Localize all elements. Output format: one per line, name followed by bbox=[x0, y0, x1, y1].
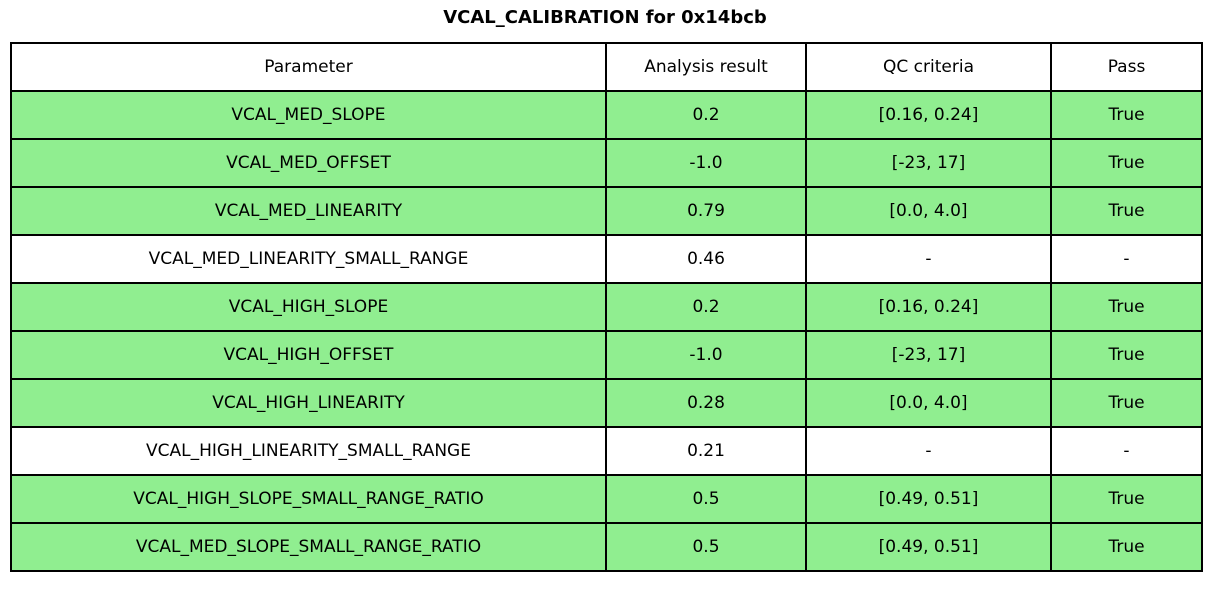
pass-cell: True bbox=[1050, 522, 1203, 572]
pass-cell: True bbox=[1050, 138, 1203, 188]
result-cell: 0.2 bbox=[605, 282, 807, 332]
pass-cell: True bbox=[1050, 330, 1203, 380]
result-cell: -1.0 bbox=[605, 138, 807, 188]
header-row: Parameter Analysis result QC criteria Pass bbox=[10, 42, 1203, 92]
pass-cell: - bbox=[1050, 426, 1203, 476]
criteria-cell: [0.0, 4.0] bbox=[805, 378, 1052, 428]
table-row: VCAL_HIGH_LINEARITY_SMALL_RANGE 0.21- - bbox=[10, 426, 1203, 476]
figure-title: VCAL_CALIBRATION for 0x14bcb bbox=[443, 7, 767, 28]
pass-cell: True bbox=[1050, 474, 1203, 524]
table-row: VCAL_MED_LINEARITY 0.79 [0.0, 4.0] True bbox=[10, 186, 1203, 236]
result-cell: 0.28 bbox=[605, 378, 807, 428]
table-row: VCAL_HIGH_SLOPE 0.2 [0.16, 0.24] True bbox=[10, 282, 1203, 332]
result-cell: 0.46 bbox=[605, 234, 807, 284]
header-parameter: Parameter bbox=[10, 42, 607, 92]
table-row: VCAL_HIGH_OFFSET -1.0 [-23, 17] True bbox=[10, 330, 1203, 380]
criteria-cell: [0.49, 0.51] bbox=[805, 474, 1052, 524]
param-cell: VCAL_HIGH_LINEARITY_SMALL_RANGE bbox=[10, 426, 607, 476]
param-cell: VCAL_MED_SLOPE bbox=[10, 90, 607, 140]
table-row: VCAL_MED_LINEARITY_SMALL_RANGE 0.46- - bbox=[10, 234, 1203, 284]
param-cell: VCAL_HIGH_SLOPE_SMALL_RANGE_RATIO bbox=[10, 474, 607, 524]
table-row: VCAL_HIGH_LINEARITY 0.28 [0.0, 4.0] True bbox=[10, 378, 1203, 428]
header-pass: Pass bbox=[1050, 42, 1203, 92]
param-cell: VCAL_HIGH_SLOPE bbox=[10, 282, 607, 332]
param-cell: VCAL_MED_LINEARITY_SMALL_RANGE bbox=[10, 234, 607, 284]
pass-cell: True bbox=[1050, 186, 1203, 236]
result-cell: 0.79 bbox=[605, 186, 807, 236]
criteria-cell: [0.16, 0.24] bbox=[805, 282, 1052, 332]
criteria-cell: [0.16, 0.24] bbox=[805, 90, 1052, 140]
pass-cell: True bbox=[1050, 282, 1203, 332]
param-cell: VCAL_HIGH_OFFSET bbox=[10, 330, 607, 380]
pass-cell: True bbox=[1050, 90, 1203, 140]
criteria-cell: - bbox=[805, 426, 1052, 476]
criteria-cell: [-23, 17] bbox=[805, 330, 1052, 380]
qc-table: Parameter Analysis result QC criteria Pass … bbox=[10, 42, 1203, 572]
header-qc-criteria: QC criteria bbox=[805, 42, 1052, 92]
pass-cell: - bbox=[1050, 234, 1203, 284]
criteria-cell: [0.49, 0.51] bbox=[805, 522, 1052, 572]
param-cell: VCAL_MED_LINEARITY bbox=[10, 186, 607, 236]
result-cell: 0.5 bbox=[605, 474, 807, 524]
table-row: VCAL_MED_OFFSET -1.0 [-23, 17] True bbox=[10, 138, 1203, 188]
result-cell: 0.2 bbox=[605, 90, 807, 140]
pass-cell: True bbox=[1050, 378, 1203, 428]
param-cell: VCAL_HIGH_LINEARITY bbox=[10, 378, 607, 428]
table-row: VCAL_MED_SLOPE 0.2 [0.16, 0.24] True bbox=[10, 90, 1203, 140]
table-row: VCAL_HIGH_SLOPE_SMALL_RANGE_RATIO 0.5 [0.4… bbox=[10, 474, 1203, 524]
param-cell: VCAL_MED_SLOPE_SMALL_RANGE_RATIO bbox=[10, 522, 607, 572]
criteria-cell: [0.0, 4.0] bbox=[805, 186, 1052, 236]
result-cell: -1.0 bbox=[605, 330, 807, 380]
param-cell: VCAL_MED_OFFSET bbox=[10, 138, 607, 188]
table-body: VCAL_MED_SLOPE 0.2 [0.16, 0.24] True VCAL_ME… bbox=[10, 90, 1203, 572]
table-row: VCAL_MED_SLOPE_SMALL_RANGE_RATIO 0.5 [0.49… bbox=[10, 522, 1203, 572]
criteria-cell: - bbox=[805, 234, 1052, 284]
result-cell: 0.5 bbox=[605, 522, 807, 572]
result-cell: 0.21 bbox=[605, 426, 807, 476]
header-analysis-result: Analysis result bbox=[605, 42, 807, 92]
criteria-cell: [-23, 17] bbox=[805, 138, 1052, 188]
